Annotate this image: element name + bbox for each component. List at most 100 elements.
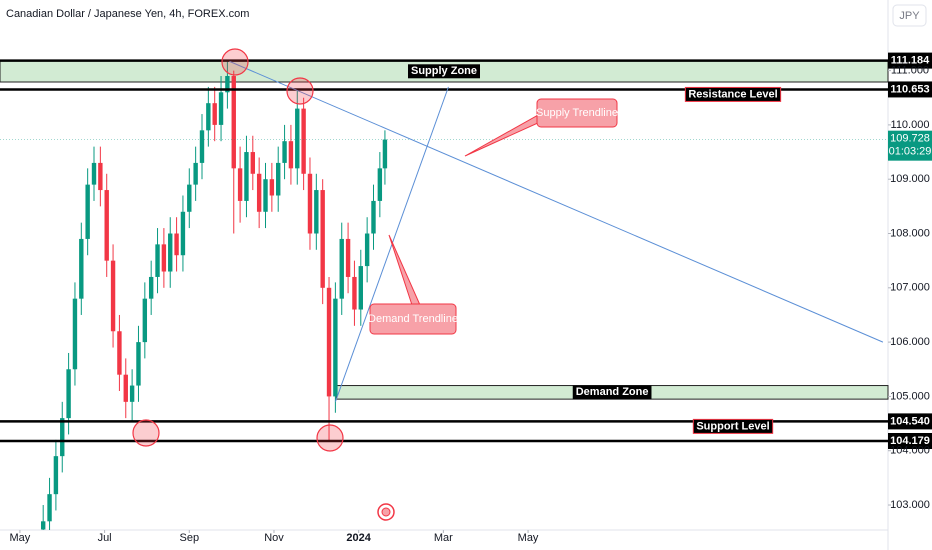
candle-body (91, 162, 97, 185)
candle-body (98, 162, 103, 191)
candle-body (288, 141, 294, 169)
candle-body (117, 331, 122, 375)
candle-body (225, 76, 230, 93)
candle-body (244, 152, 249, 201)
highlights (132, 48, 344, 452)
x-tick-label: Mar (434, 532, 453, 544)
x-tick-label: May (10, 532, 31, 544)
axis-tag-box (888, 413, 932, 430)
candle-body (320, 190, 325, 288)
y-tick-label: 110.000 (891, 119, 930, 131)
level-label-box (692, 418, 774, 434)
candle-body (269, 179, 275, 196)
current-price-box (888, 130, 932, 161)
candle-body (193, 162, 198, 185)
candle-body (47, 494, 52, 522)
candle-body (218, 92, 224, 125)
y-tick-label: 107.000 (890, 282, 930, 294)
candle-body (333, 298, 338, 397)
candle-body (161, 244, 167, 272)
candle-body (148, 276, 154, 299)
x-tick-label: 2024 (346, 532, 371, 544)
candle-body (180, 211, 186, 256)
zone-label: Supply Zone (411, 65, 477, 77)
candle-body (142, 298, 148, 343)
trendline (229, 60, 884, 343)
candle-body (79, 238, 84, 299)
y-tick-label: 105.000 (890, 390, 930, 402)
event-icon-dot[interactable] (381, 507, 391, 517)
countdown: 01:03:29 (889, 146, 932, 158)
candle-body (168, 233, 173, 272)
candle-body (282, 141, 287, 163)
y-tick-label: 103.000 (890, 499, 930, 511)
axis-tag: 110.653 (890, 83, 929, 95)
candle-body (371, 200, 376, 234)
callout-text: Demand Trendline (368, 313, 458, 325)
candle-body (206, 103, 211, 131)
zone-label: Demand Zone (576, 386, 649, 398)
y-tick-label: 104.000 (890, 445, 930, 457)
axis-tag-box (888, 81, 932, 98)
candle-body (53, 456, 59, 495)
currency-button[interactable] (892, 4, 927, 27)
highlight-circle (286, 77, 314, 105)
y-tick-label: 106.000 (890, 336, 930, 348)
callout-box (536, 98, 618, 128)
event-icon[interactable] (377, 503, 395, 521)
candle-body (104, 190, 109, 261)
current-price: 109.728 (890, 133, 930, 145)
candle-body (382, 139, 388, 169)
candle-body (314, 190, 319, 234)
x-tick-label: May (518, 532, 539, 544)
candle-body (237, 168, 243, 201)
candle-body (231, 76, 236, 169)
candle-body (339, 238, 344, 299)
axis-tag-box (888, 432, 932, 449)
chart-title: Canadian Dollar / Japanese Yen, 4h, FORE… (6, 8, 249, 20)
candle-body (66, 369, 71, 419)
candle-body (301, 108, 306, 174)
y-tick-label: 111.000 (891, 65, 929, 77)
level-label: Resistance Level (688, 88, 777, 100)
candle-body (72, 298, 78, 370)
candle-body (352, 276, 357, 310)
candle-body (276, 162, 281, 196)
candle-body (85, 184, 90, 239)
level-label-box (684, 86, 782, 102)
axis-tag-box (888, 52, 932, 69)
candle-body (212, 103, 217, 125)
y-tick-label: 109.000 (890, 173, 930, 185)
candle-body (199, 130, 205, 163)
candle-body (295, 108, 300, 169)
candle-body (110, 260, 116, 332)
callout-text: Supply Trendline (536, 107, 618, 119)
zone-label-box (572, 385, 652, 400)
x-tick-label: Sep (179, 532, 199, 544)
x-tick-label: Nov (264, 532, 284, 544)
candle-body (256, 173, 262, 212)
axis-tag: 111.184 (891, 55, 930, 67)
zone-label-box (408, 64, 480, 79)
axis-tag: 104.540 (890, 415, 930, 427)
candle-body (307, 173, 313, 234)
candle-body (136, 342, 141, 386)
candle-body (364, 233, 370, 267)
candle-body (263, 179, 268, 212)
candle-body (326, 287, 332, 397)
highlight-circle (132, 419, 160, 447)
candle-body (60, 418, 65, 457)
y-tick-label: 108.000 (890, 227, 930, 239)
candle-body (187, 184, 192, 212)
candle-body (345, 238, 351, 277)
candle-body (123, 374, 128, 402)
level-label: Support Level (696, 420, 769, 432)
candle-body (250, 152, 256, 174)
candle-body (129, 385, 135, 402)
axis-tag: 104.179 (890, 435, 930, 447)
currency-label[interactable]: JPY (899, 10, 920, 22)
highlight-circle (316, 424, 344, 452)
candle-body (40, 521, 46, 530)
